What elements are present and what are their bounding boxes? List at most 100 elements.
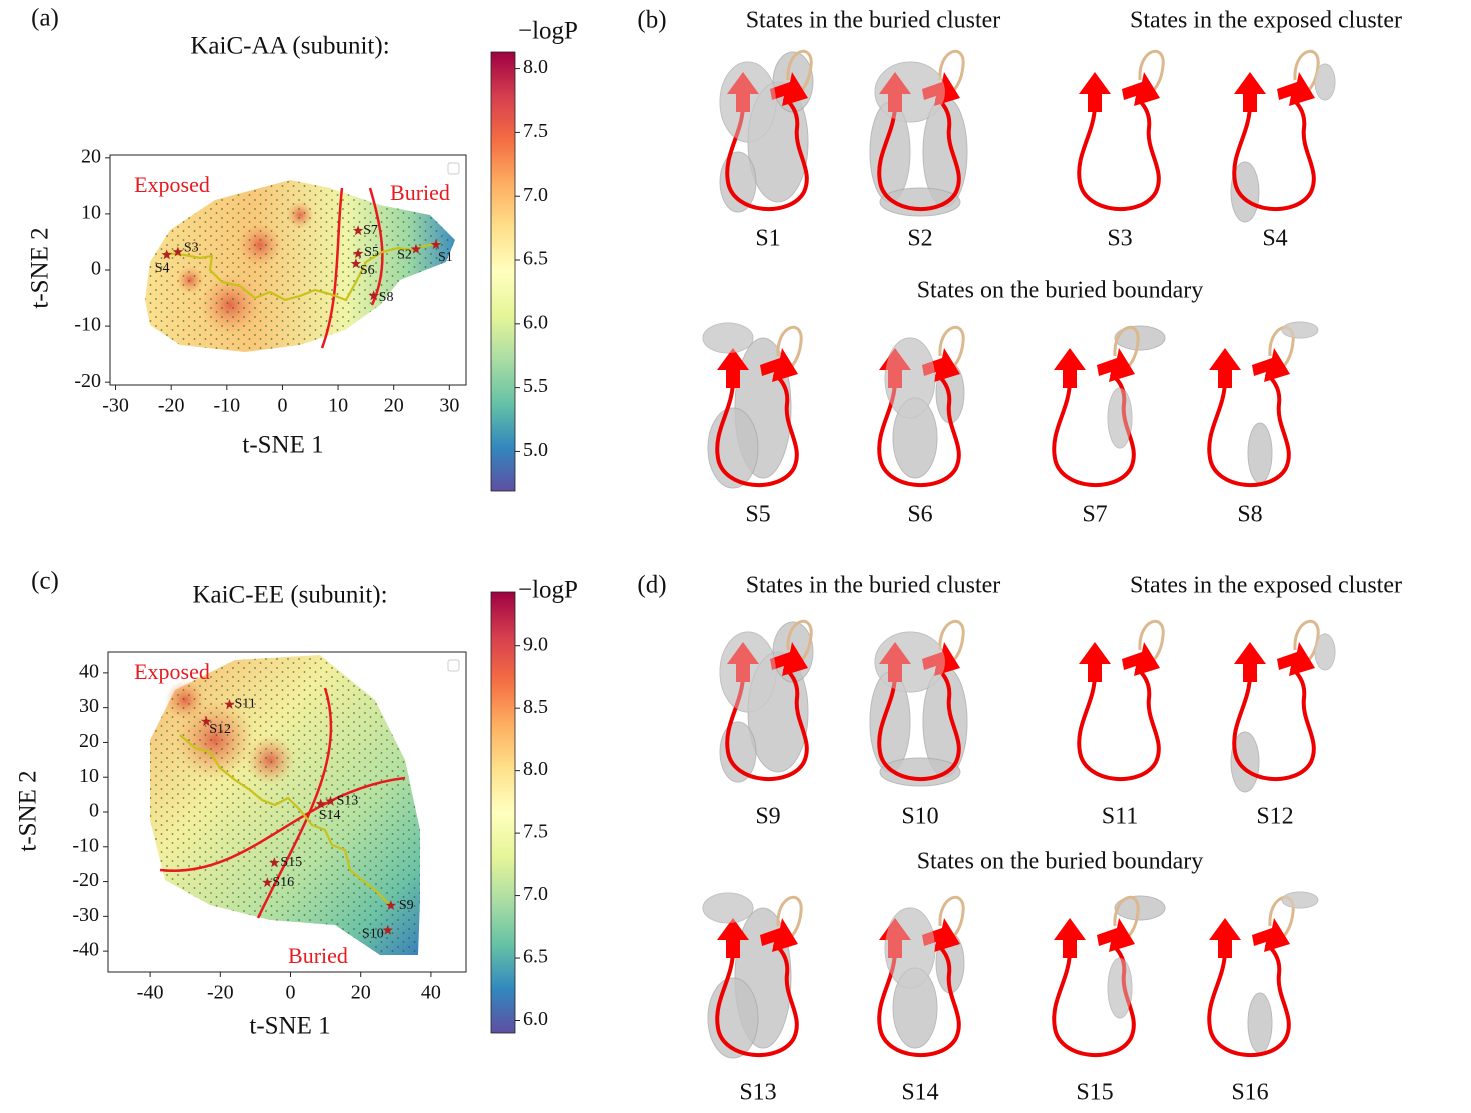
density-surface	[885, 908, 935, 988]
structure-image	[1207, 891, 1319, 1058]
density-surface	[1114, 325, 1166, 351]
trajectory	[179, 734, 391, 906]
state-marker	[161, 249, 172, 260]
y-axis-label: t-SNE 2	[27, 227, 54, 308]
state-marker	[224, 699, 235, 709]
chart-title: KaiC-AA (subunit):	[190, 33, 389, 60]
x-tick-label: 20	[351, 982, 371, 1004]
panel-header: States in the buried cluster	[746, 8, 1001, 34]
state-marker	[368, 290, 379, 301]
density-surface	[892, 967, 938, 1049]
state-label: S15	[280, 855, 302, 870]
state-label: S8	[379, 290, 394, 305]
colorbar-tick-label: 7.0	[523, 883, 548, 905]
state-marker	[325, 795, 336, 806]
y-axis-label: t-SNE 2	[15, 770, 42, 851]
colorbar-tick-label: 9.0	[523, 633, 548, 655]
y-tick-label: 30	[79, 695, 99, 717]
protein-loop	[1077, 619, 1166, 782]
state-marker	[385, 900, 397, 910]
state-marker	[352, 248, 364, 259]
y-tick-label: 10	[79, 765, 99, 787]
y-tick-label: 10	[81, 201, 101, 223]
y-tick-label: -30	[72, 904, 99, 926]
density-surface	[1108, 958, 1132, 1018]
state-marker	[350, 258, 362, 269]
cluster-boundary	[320, 187, 344, 349]
panel-label: (a)	[31, 5, 59, 32]
structure-image	[719, 619, 814, 783]
state-label: S5	[364, 245, 379, 260]
density-surface	[1247, 422, 1273, 484]
state-label: S9	[399, 898, 414, 913]
cluster-boundary	[159, 776, 406, 873]
state-marker	[352, 225, 364, 236]
density-surface	[879, 187, 961, 217]
x-tick-label: 20	[384, 395, 404, 417]
structure-image	[702, 322, 804, 489]
density-surface	[1281, 321, 1319, 339]
colorbar-tick-label: 8.5	[523, 696, 548, 718]
colorbar-tick-label: 6.5	[523, 248, 548, 270]
y-tick-label: -20	[72, 869, 99, 891]
structure-image	[1207, 321, 1319, 488]
state-label: S4	[155, 261, 170, 276]
state-label: S15	[1076, 1080, 1113, 1106]
colorbar-tick-label: 5.5	[523, 375, 548, 397]
density-surface	[879, 757, 961, 787]
x-axis-label: t-SNE 1	[249, 1013, 330, 1040]
colorbar-label: −logP	[518, 18, 578, 45]
state-label: S12	[209, 722, 231, 737]
state-label: S9	[755, 804, 780, 830]
structure-image	[1077, 619, 1166, 782]
density-surface	[885, 338, 935, 418]
state-label: S13	[739, 1080, 776, 1106]
state-label: S7	[1082, 502, 1107, 528]
state-marker	[410, 243, 422, 254]
y-tick-label: 20	[79, 730, 99, 752]
state-label: S5	[745, 502, 770, 528]
density-surface	[1282, 892, 1318, 908]
state-marker	[315, 798, 326, 809]
colorbar-tick-label: 6.0	[523, 1008, 548, 1030]
structure-image	[869, 619, 968, 787]
sample-points	[150, 655, 420, 955]
legend-box	[447, 162, 460, 175]
density-surface	[1315, 64, 1335, 100]
chart-title: KaiC-EE (subunit):	[192, 582, 387, 609]
colorbar-tick-label: 7.5	[523, 120, 548, 142]
state-label: S10	[362, 926, 384, 941]
panel-header: States on the buried boundary	[917, 849, 1204, 875]
structure-image	[1230, 49, 1336, 223]
x-tick-label: -40	[137, 982, 164, 1004]
density-surface	[702, 892, 754, 924]
colorbar-tick-label: 6.0	[523, 311, 548, 333]
state-label: S16	[272, 875, 294, 890]
state-label: S8	[1237, 502, 1262, 528]
state-label: S11	[234, 697, 255, 712]
state-label: S12	[1256, 804, 1293, 830]
state-label: S3	[184, 240, 199, 255]
colorbar	[490, 51, 516, 492]
structure-image	[1052, 325, 1166, 488]
y-tick-label: -10	[72, 834, 99, 856]
structure-image	[702, 892, 804, 1059]
state-marker	[430, 239, 442, 250]
x-tick-label: 0	[286, 982, 296, 1004]
x-tick-label: -10	[213, 395, 240, 417]
colorbar	[490, 591, 516, 1034]
state-marker	[201, 716, 212, 726]
structure-image	[1077, 49, 1166, 212]
protein-loop	[1077, 49, 1166, 212]
colorbar-tick-label: 8.0	[523, 56, 548, 78]
panel-header: States in the exposed cluster	[1130, 8, 1402, 34]
state-label: S16	[1231, 1080, 1268, 1106]
cluster-boundary	[256, 687, 333, 919]
y-tick-label: -40	[72, 939, 99, 961]
x-tick-label: -20	[158, 395, 185, 417]
state-marker	[262, 877, 273, 888]
x-tick-label: 40	[421, 982, 441, 1004]
colorbar-tick-label: 6.5	[523, 946, 548, 968]
state-label: S1	[438, 250, 453, 265]
